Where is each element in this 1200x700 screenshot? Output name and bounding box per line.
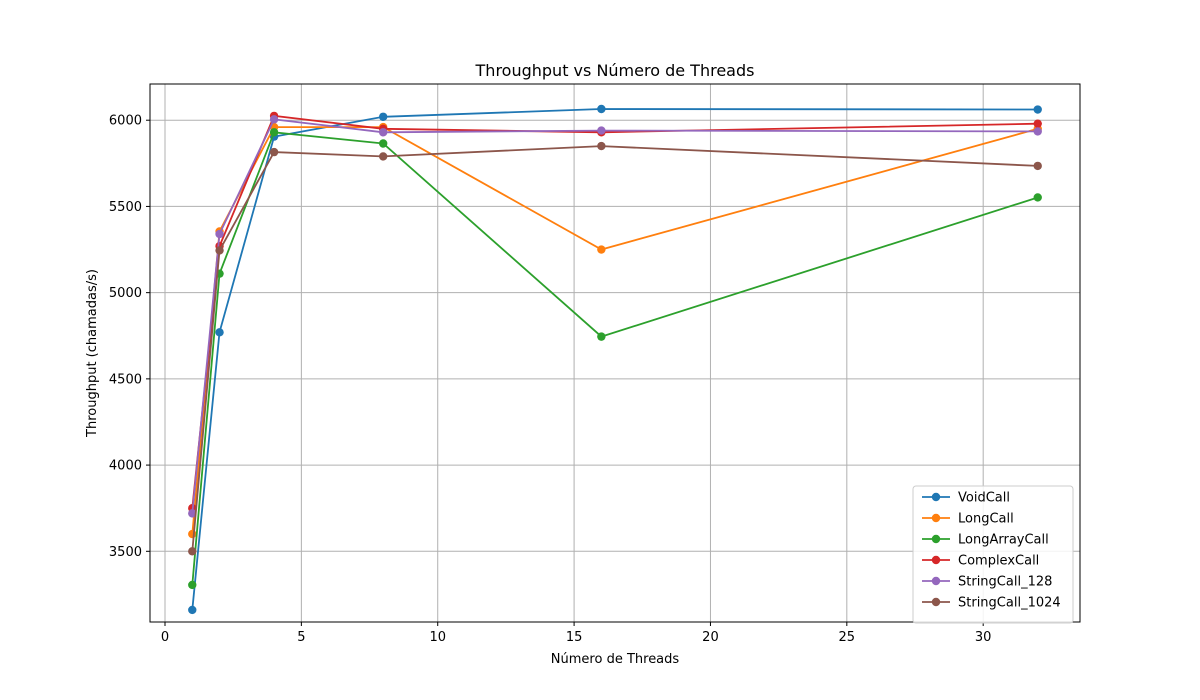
legend-item: LongArrayCall [922, 533, 1049, 548]
legend-label: LongArrayCall [958, 533, 1049, 548]
series-stringcall-1024 [188, 141, 1042, 556]
data-point [188, 509, 197, 518]
y-axis-label: Throughput (chamadas/s) [85, 269, 100, 438]
data-point [188, 580, 197, 590]
data-point [215, 229, 224, 239]
data-point [269, 128, 279, 137]
legend-marker [931, 576, 941, 586]
legend-item: VoidCall [922, 491, 1010, 506]
data-point [1033, 161, 1042, 171]
legend-item: StringCall_1024 [922, 596, 1061, 611]
data-point [1033, 105, 1042, 114]
series-group [188, 104, 1042, 615]
y-tick-label: 4500 [109, 372, 142, 387]
data-point [597, 141, 606, 151]
data-point [1033, 193, 1042, 202]
legend-item: StringCall_128 [922, 575, 1052, 590]
data-point [215, 246, 224, 255]
legend-item: ComplexCall [922, 554, 1039, 569]
data-point [269, 147, 279, 157]
x-tick-label: 10 [429, 630, 446, 645]
legend-label: ComplexCall [958, 554, 1039, 569]
grid [150, 84, 1080, 622]
x-tick-label: 15 [566, 630, 583, 645]
data-point [597, 332, 606, 341]
y-tick-label: 5000 [109, 286, 142, 301]
data-point [597, 126, 606, 135]
data-point [188, 547, 197, 556]
series-stringcall-128 [188, 115, 1042, 518]
data-point [597, 104, 606, 114]
data-point [215, 328, 224, 337]
x-tick-label: 30 [975, 630, 992, 645]
legend-label: StringCall_1024 [958, 596, 1061, 611]
legend: VoidCall LongCall LongArrayCall ComplexCall… [912, 485, 1074, 624]
data-point [188, 529, 197, 539]
x-tick-label: 5 [297, 630, 305, 645]
x-axis-label: Número de Threads [551, 652, 680, 667]
chart-title: Throughput vs Número de Threads [475, 61, 755, 80]
data-point [597, 245, 606, 254]
legend-label: LongCall [958, 512, 1014, 527]
y-tick-label: 4000 [109, 459, 142, 474]
data-point [378, 139, 388, 148]
x-tick-label: 0 [161, 630, 169, 645]
data-point [378, 152, 388, 161]
legend-marker [931, 534, 941, 544]
data-point [378, 128, 388, 137]
plot-frame [149, 83, 1081, 623]
legend-marker [931, 492, 941, 502]
legend-label: StringCall_128 [958, 575, 1052, 590]
data-point [188, 605, 197, 615]
x-tick-label: 25 [839, 630, 856, 645]
legend-label: VoidCall [958, 491, 1010, 506]
data-point [1033, 119, 1042, 128]
ticks: 0 5 10 15 20 25 30 3500 4000 4500 5000 5500 6000 [109, 114, 992, 645]
y-tick-label: 3500 [109, 545, 142, 560]
series-line [191, 118, 1038, 514]
legend-marker [931, 555, 941, 565]
data-point [269, 115, 279, 124]
series-line [191, 131, 1038, 585]
legend-marker [931, 513, 941, 523]
y-tick-label: 6000 [109, 114, 142, 129]
data-point [1033, 127, 1042, 136]
legend-item: LongCall [922, 512, 1014, 527]
x-tick-label: 20 [702, 630, 719, 645]
y-tick-label: 5500 [109, 200, 142, 215]
series-line [191, 145, 1038, 552]
legend-marker [931, 597, 941, 607]
legend-box [912, 485, 1074, 624]
data-point [378, 112, 388, 121]
